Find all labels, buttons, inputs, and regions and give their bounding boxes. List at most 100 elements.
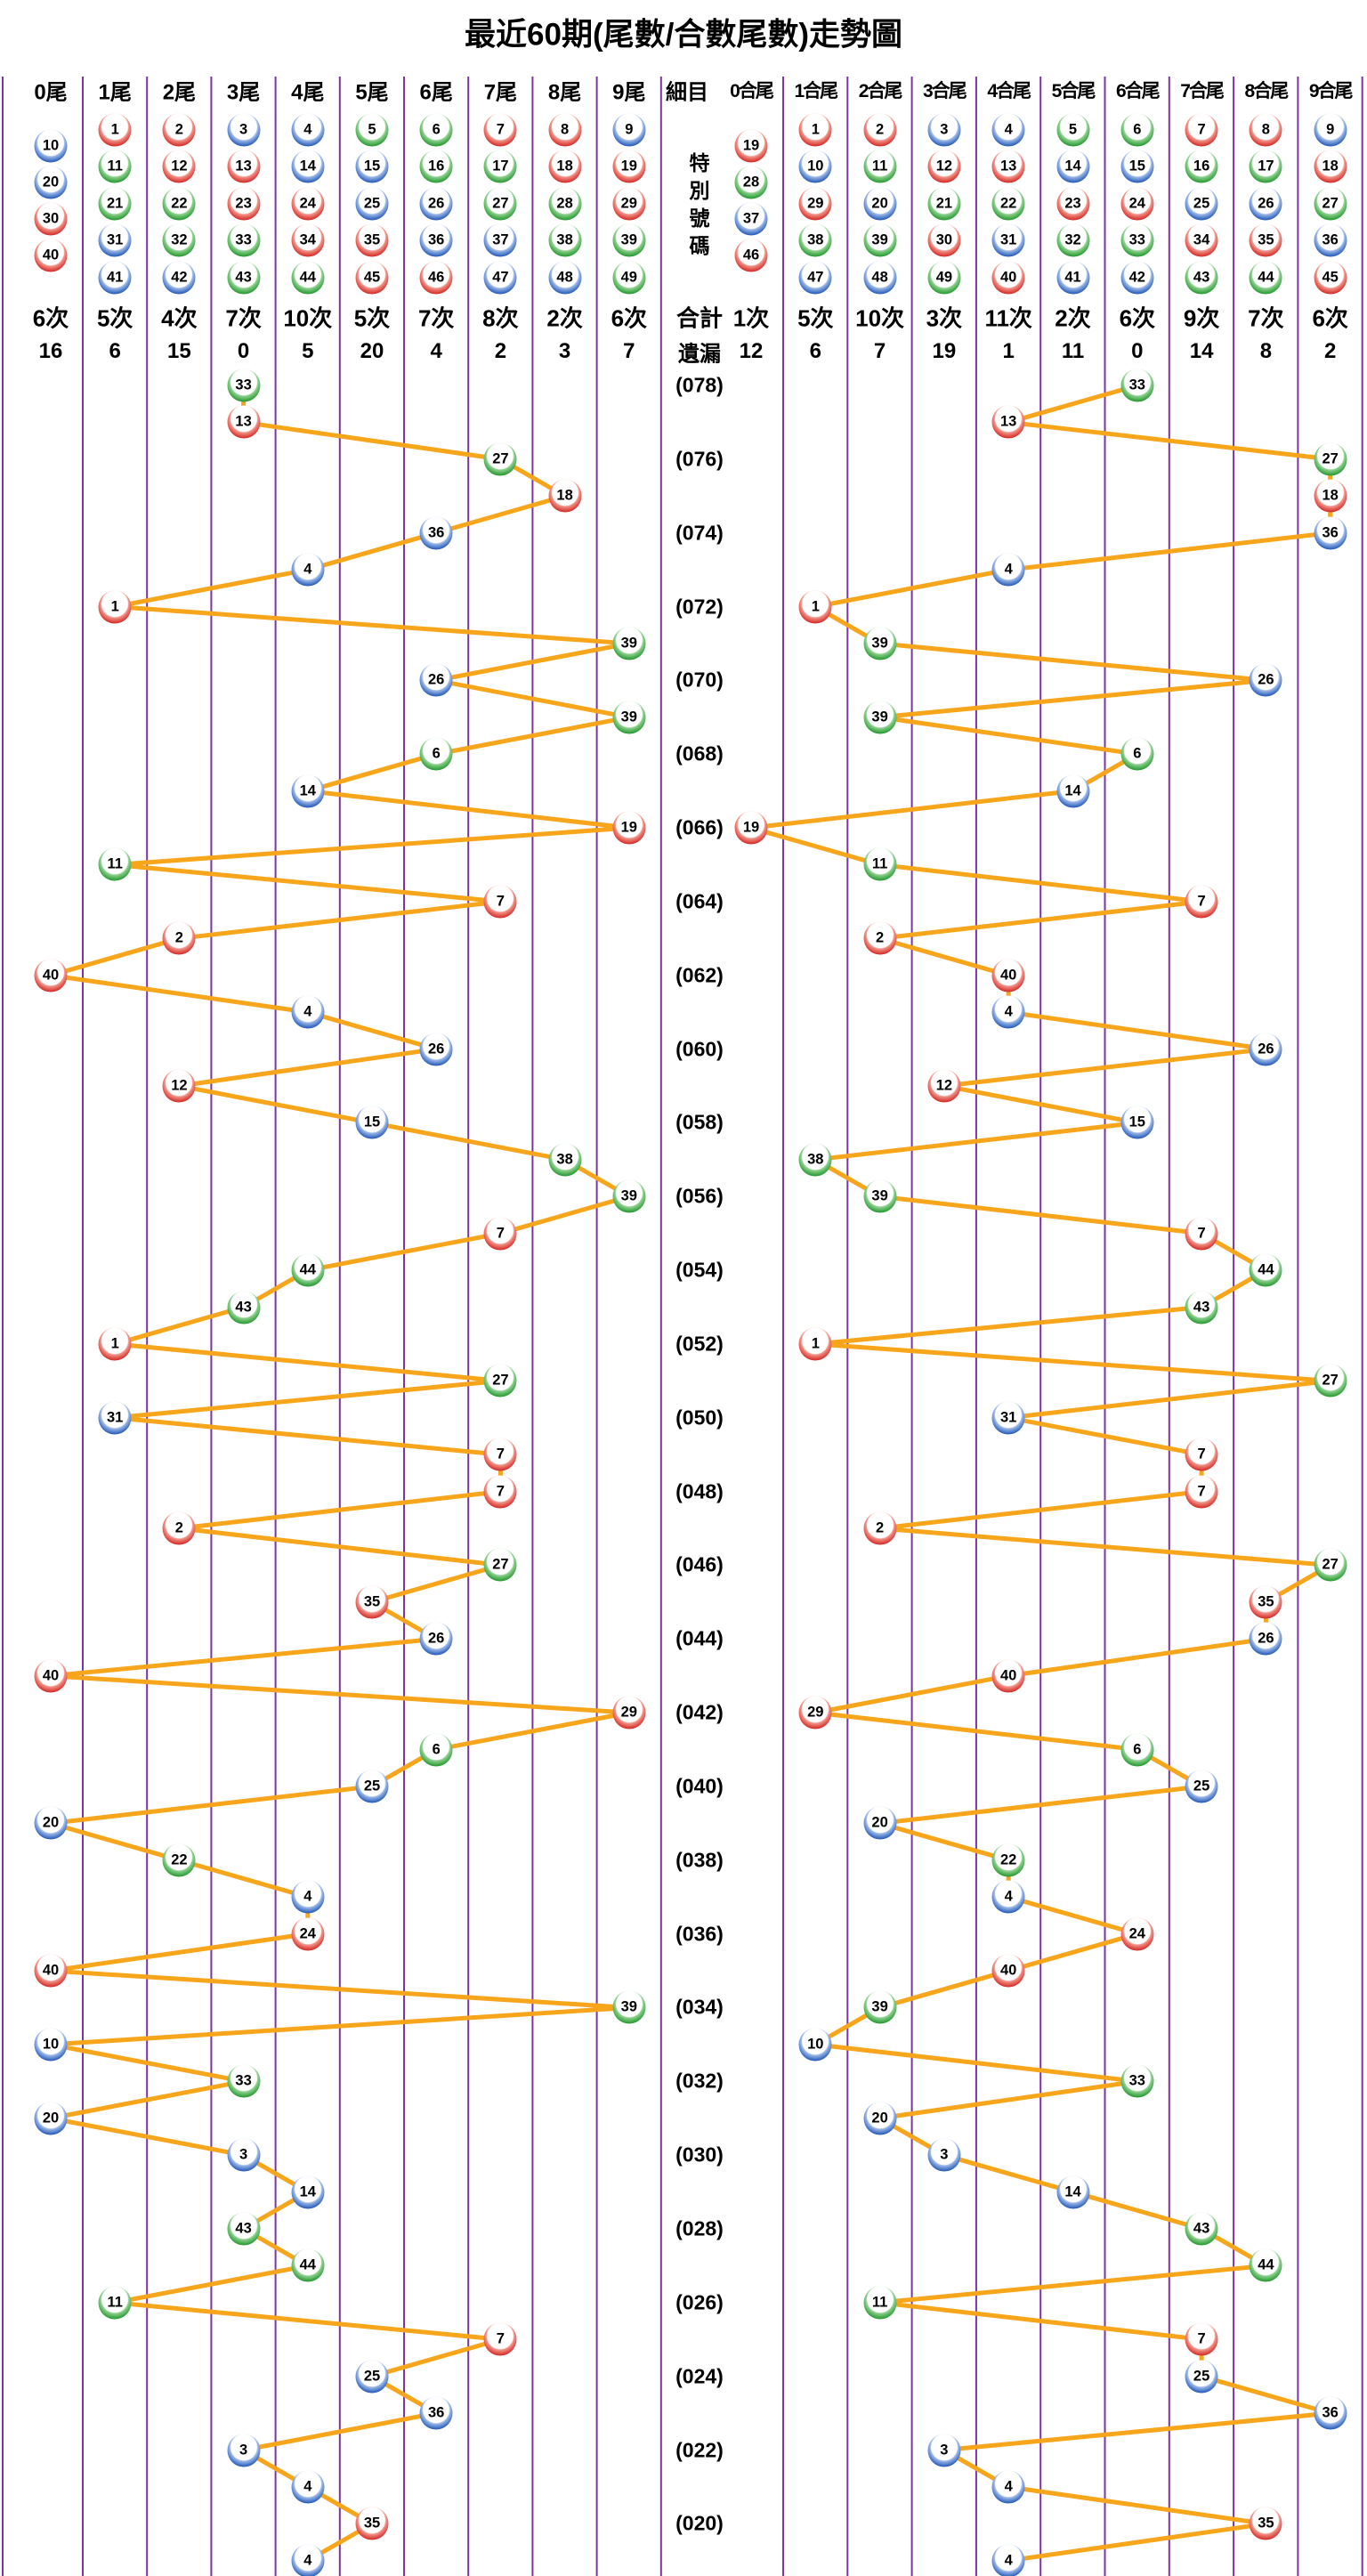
miss-3合尾: 19 xyxy=(932,339,957,363)
legend-ball-sum-42: 42 xyxy=(1120,261,1154,295)
legend-ball-36: 36 xyxy=(419,223,453,257)
legend-ball-5: 5 xyxy=(355,113,389,147)
trend-ball-tail-40: 40 xyxy=(34,959,68,992)
legend-ball-14: 14 xyxy=(291,150,325,183)
trend-ball-tail-27: 27 xyxy=(483,1548,517,1582)
trend-ball-sumtail-14: 14 xyxy=(1056,2175,1089,2209)
legend-ball-sum-20: 20 xyxy=(863,187,897,221)
trend-ball-tail-40: 40 xyxy=(34,1954,68,1988)
period-label-(058): (058) xyxy=(675,1110,724,1134)
trend-ball-tail-26: 26 xyxy=(419,1622,453,1656)
legend-ball-16: 16 xyxy=(419,150,453,183)
legend-ball-sum-27: 27 xyxy=(1314,187,1347,221)
trend-ball-sumtail-36: 36 xyxy=(1314,2396,1347,2430)
period-label-(032): (032) xyxy=(675,2069,724,2093)
trend-ball-tail-22: 22 xyxy=(162,1843,196,1877)
legend-ball-sum-17: 17 xyxy=(1249,150,1282,183)
miss-9尾: 7 xyxy=(623,339,635,363)
count-2合尾: 10次 xyxy=(855,304,905,332)
column-header-0合尾: 0合尾 xyxy=(730,81,774,101)
trend-ball-sumtail-7: 7 xyxy=(1185,1217,1218,1251)
trend-ball-sumtail-13: 13 xyxy=(991,405,1025,439)
trend-ball-tail-4: 4 xyxy=(291,2470,325,2504)
trend-ball-sumtail-4: 4 xyxy=(991,2544,1025,2576)
trend-ball-tail-15: 15 xyxy=(355,1106,389,1139)
legend-ball-sum-4: 4 xyxy=(991,113,1025,147)
legend-ball-sum-3: 3 xyxy=(927,113,961,147)
miss-9合尾: 2 xyxy=(1324,339,1337,363)
trend-ball-sumtail-2: 2 xyxy=(863,1511,897,1545)
period-label-(038): (038) xyxy=(675,1848,724,1872)
trend-ball-tail-33: 33 xyxy=(227,2064,261,2098)
trend-ball-tail-3: 3 xyxy=(227,2434,261,2467)
period-label-(068): (068) xyxy=(675,741,724,766)
trend-ball-tail-4: 4 xyxy=(291,1880,325,1914)
trend-ball-tail-7: 7 xyxy=(483,1438,517,1471)
trend-ball-tail-39: 39 xyxy=(612,701,646,734)
column-header-3尾: 3尾 xyxy=(226,80,261,105)
legend-ball-sum-31: 31 xyxy=(991,223,1025,257)
legend-ball-sum-14: 14 xyxy=(1056,150,1089,183)
trend-ball-tail-2: 2 xyxy=(162,921,196,955)
trend-ball-tail-1: 1 xyxy=(98,1327,132,1361)
legend-ball-sum-15: 15 xyxy=(1120,150,1154,183)
period-label-(072): (072) xyxy=(675,595,724,619)
miss-8合尾: 8 xyxy=(1259,339,1273,363)
count-3合尾: 3次 xyxy=(926,304,963,332)
trend-ball-tail-29: 29 xyxy=(612,1696,646,1729)
trend-ball-sumtail-10: 10 xyxy=(798,2028,832,2062)
trend-ball-sumtail-38: 38 xyxy=(798,1143,832,1177)
period-label-(054): (054) xyxy=(675,1258,724,1282)
trend-ball-tail-36: 36 xyxy=(419,2396,453,2430)
legend-ball-sum-29: 29 xyxy=(798,187,832,221)
trend-ball-tail-24: 24 xyxy=(291,1917,325,1951)
legend-ball-23: 23 xyxy=(227,187,261,221)
trend-ball-tail-4: 4 xyxy=(291,553,325,587)
trend-ball-tail-33: 33 xyxy=(227,369,261,402)
legend-ball-1: 1 xyxy=(98,113,132,147)
legend-ball-33: 33 xyxy=(227,223,261,257)
column-header-7合尾: 7合尾 xyxy=(1180,81,1225,101)
trend-ball-tail-7: 7 xyxy=(483,1475,517,1509)
miss-1合尾: 6 xyxy=(809,339,821,363)
count-0合尾: 1次 xyxy=(732,304,770,332)
legend-ball-sum-40: 40 xyxy=(991,261,1025,295)
trend-ball-tail-4: 4 xyxy=(291,2544,325,2576)
legend-ball-sum-16: 16 xyxy=(1185,150,1218,183)
trend-ball-tail-14: 14 xyxy=(291,2175,325,2209)
trend-ball-tail-6: 6 xyxy=(419,737,453,771)
legend-ball-25: 25 xyxy=(355,187,389,221)
count-6合尾: 6次 xyxy=(1119,304,1156,332)
legend-ball-sum-11: 11 xyxy=(863,150,897,183)
count-9合尾: 6次 xyxy=(1312,304,1348,332)
trend-ball-sumtail-44: 44 xyxy=(1249,2248,1282,2282)
legend-ball-sum-2: 2 xyxy=(863,113,897,147)
column-header-5合尾: 5合尾 xyxy=(1051,81,1096,101)
legend-ball-17: 17 xyxy=(483,150,517,183)
miss-7尾: 2 xyxy=(494,339,507,363)
trend-ball-tail-27: 27 xyxy=(483,442,517,476)
trend-ball-sumtail-6: 6 xyxy=(1120,1733,1154,1767)
column-header-6合尾: 6合尾 xyxy=(1115,81,1161,101)
period-label-(074): (074) xyxy=(675,521,724,545)
miss-2合尾: 7 xyxy=(873,339,886,363)
trend-ball-sumtail-39: 39 xyxy=(863,1990,897,2024)
miss-5合尾: 11 xyxy=(1061,339,1085,363)
trend-ball-sumtail-24: 24 xyxy=(1120,1917,1154,1951)
legend-ball-27: 27 xyxy=(483,187,517,221)
trend-ball-sumtail-15: 15 xyxy=(1120,1106,1154,1139)
total-label: 合計 xyxy=(675,304,724,332)
connector-line-right xyxy=(748,383,1333,2564)
legend-ball-sum-9: 9 xyxy=(1314,113,1347,147)
miss-6合尾: 0 xyxy=(1131,339,1144,363)
legend-ball-sum-19: 19 xyxy=(734,129,768,163)
column-header-2合尾: 2合尾 xyxy=(858,81,903,101)
trend-ball-tail-36: 36 xyxy=(419,516,453,550)
legend-ball-13: 13 xyxy=(227,150,261,183)
trend-ball-sumtail-1: 1 xyxy=(798,590,832,624)
period-label-(050): (050) xyxy=(675,1405,724,1430)
period-label-(030): (030) xyxy=(675,2143,724,2167)
period-label-(024): (024) xyxy=(675,2364,724,2388)
trend-ball-tail-27: 27 xyxy=(483,1364,517,1397)
